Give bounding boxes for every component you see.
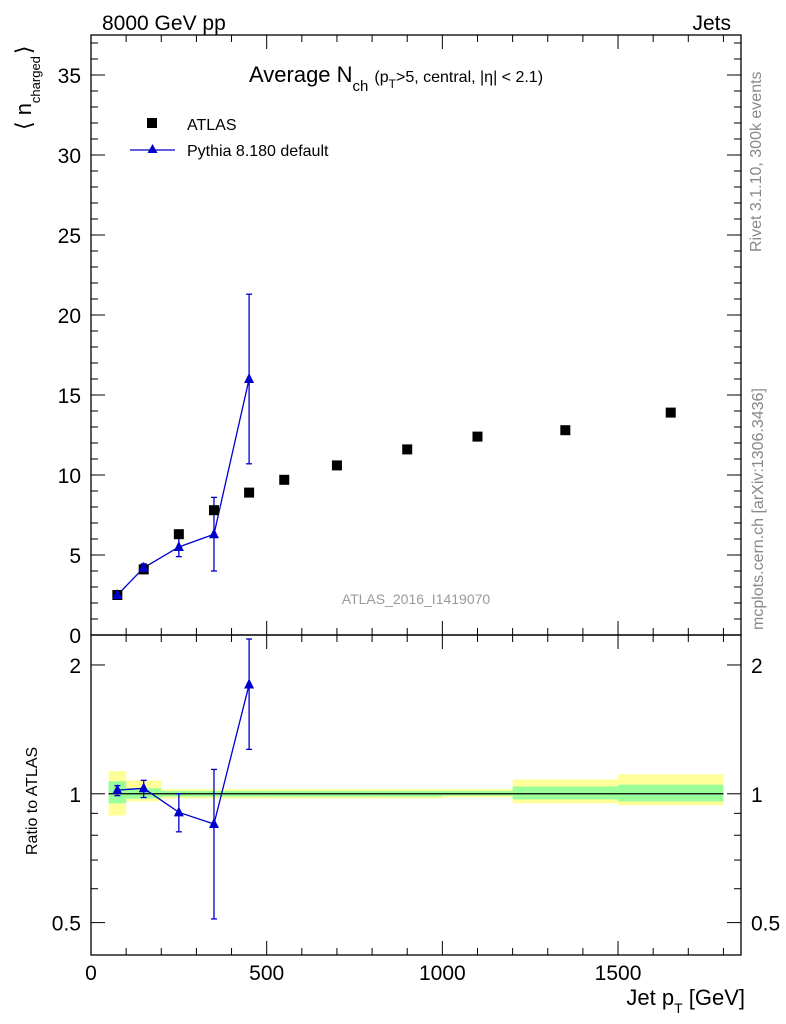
- title-paren: (p: [374, 69, 388, 86]
- xlabel-rest: [GeV]: [683, 985, 745, 1010]
- y-tick-label: 20: [58, 305, 81, 328]
- pythia-point: [138, 561, 149, 572]
- x-tick-label: 0: [85, 962, 97, 985]
- ratio-point: [208, 817, 219, 828]
- xlabel-sub: T: [674, 1000, 683, 1016]
- x-tick-label: 1000: [419, 962, 466, 985]
- main-panel: 0 5 10 15 20 25 30 35 ATLAS_2016_I1419070 Avera…: [11, 34, 742, 648]
- x-tick-label: 500: [249, 962, 284, 985]
- y-tick-label: 5: [69, 545, 81, 568]
- atlas-point: [472, 431, 483, 442]
- legend-marker-pythia: [147, 144, 158, 153]
- pythia-point: [112, 589, 123, 599]
- x-axis-label: Jet pT [GeV]: [626, 985, 745, 1016]
- ratio-y-tick-label-right: 1: [751, 784, 763, 807]
- atlas-point: [402, 444, 413, 455]
- uncertainty-band-inner: [618, 784, 724, 802]
- ylabel-right: ⟩: [11, 45, 36, 54]
- atlas-point: [665, 407, 676, 418]
- uncertainty-band-inner: [512, 786, 619, 800]
- title-main: Average N: [249, 62, 353, 87]
- main-y-axis-label: ⟨ ncharged ⟩: [11, 45, 43, 130]
- legend-label-pythia: Pythia 8.180 default: [187, 143, 329, 160]
- ratio-frame: [90, 634, 742, 956]
- ratio-y-axis-label: Ratio to ATLAS: [24, 747, 41, 855]
- atlas-point: [279, 474, 290, 485]
- ratio-line: [117, 684, 250, 825]
- header-left: 8000 GeV pp: [102, 12, 226, 35]
- ylabel-sub: charged: [28, 56, 43, 103]
- main-axis-ticks: [90, 35, 741, 636]
- ylabel-left: ⟨ n: [11, 103, 36, 130]
- xlabel-main: Jet p: [626, 985, 674, 1010]
- ratio-panel: 0.5 0.5 1 1 2 2 0 500 1000 1500 Ratio to ATLAS Je…: [24, 634, 780, 1016]
- pythia-point: [173, 541, 184, 551]
- x-tick-label: 1500: [595, 962, 642, 985]
- rivet-label: Rivet 3.1.10, 300k events: [748, 71, 765, 252]
- ratio-tick-labels: 0.5 0.5 1 1 2 2 0 500 1000 1500: [52, 655, 780, 985]
- main-y-tick-labels: 0 5 10 15 20 25 30 35: [58, 65, 81, 648]
- atlas-point: [244, 487, 255, 498]
- ratio-point: [112, 784, 123, 795]
- pythia-line: [116, 378, 250, 596]
- ratio-y-tick-label: 2: [69, 655, 81, 678]
- header-right: Jets: [692, 12, 731, 35]
- ratio-axis-ticks: [90, 635, 741, 955]
- ratio-y-tick-label-right: 0.5: [751, 913, 780, 936]
- ratio-point: [244, 678, 255, 689]
- title-paren-rest: >5, central, |η| < 2.1): [396, 69, 543, 86]
- pythia-point: [244, 373, 255, 383]
- legend-label-atlas: ATLAS: [187, 117, 237, 134]
- atlas-point: [208, 505, 219, 516]
- mcplots-label: mcplots.cern.ch [arXiv:1306.3436]: [750, 388, 767, 630]
- atlas-point: [331, 460, 342, 471]
- legend-marker-atlas: [147, 118, 157, 128]
- y-tick-label: 0: [69, 625, 81, 648]
- atlas-point: [173, 529, 184, 540]
- main-marks: [112, 293, 676, 600]
- ratio-y-tick-label: 1: [69, 784, 81, 807]
- y-tick-label: 15: [58, 385, 81, 408]
- chart-title: Average Nch (pT>5, central, |η| < 2.1): [249, 62, 543, 95]
- ratio-point: [138, 782, 149, 793]
- y-tick-label: 35: [58, 65, 81, 88]
- legend: ATLAS Pythia 8.180 default: [130, 117, 329, 160]
- title-paren-sub: T: [389, 77, 397, 91]
- y-tick-label: 25: [58, 225, 81, 248]
- ratio-marks: [112, 638, 255, 920]
- ratio-y-tick-label-right: 2: [751, 655, 763, 678]
- atlas-point: [560, 425, 571, 436]
- ratio-point: [173, 806, 184, 817]
- ratio-y-tick-label: 0.5: [52, 913, 81, 936]
- title-main-sub: ch: [353, 78, 369, 95]
- y-tick-label: 10: [58, 465, 81, 488]
- pythia-point: [208, 528, 219, 539]
- watermark: ATLAS_2016_I1419070: [342, 591, 491, 607]
- y-tick-label: 30: [58, 145, 81, 168]
